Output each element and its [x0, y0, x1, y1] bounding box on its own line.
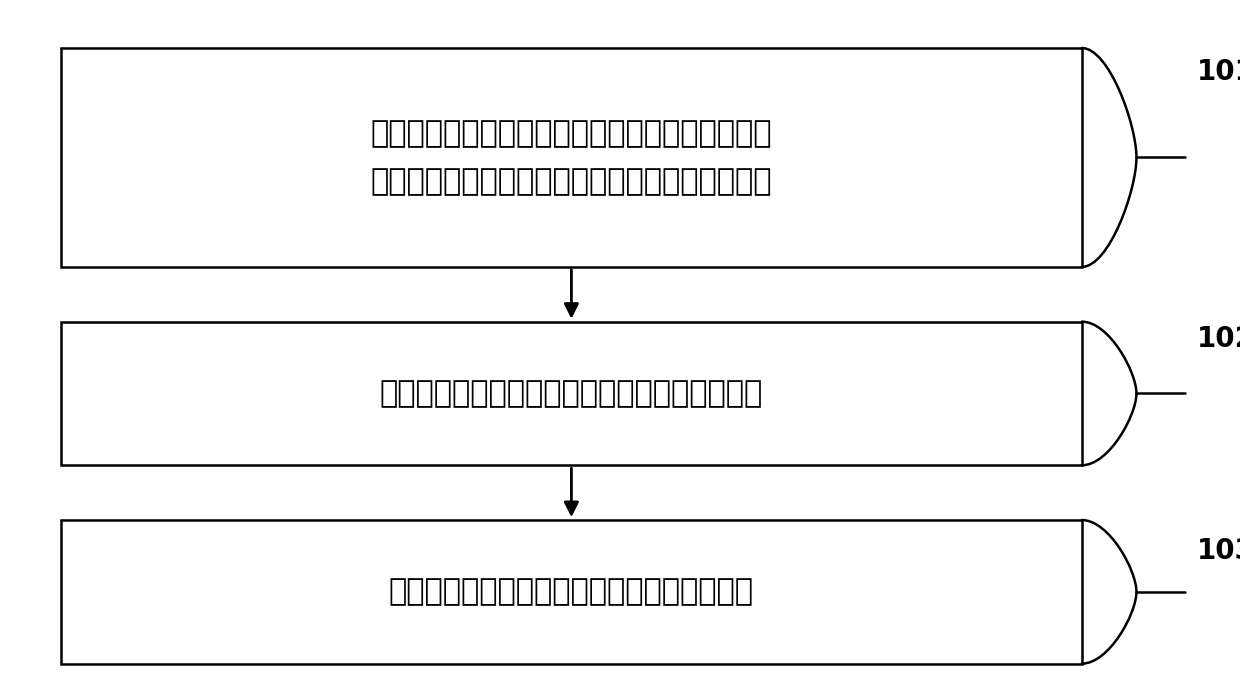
- Text: 102: 102: [1197, 325, 1240, 352]
- Bar: [61, 48, 1081, 267]
- Text: 在多模终端上报的所述多模终端所支持的多种工作
模式中，确定与所述多模终端匹配的目标工作模式: 在多模终端上报的所述多模终端所支持的多种工作 模式中，确定与所述多模终端匹配的目…: [371, 119, 773, 195]
- Text: 确定所述目标工作模式对应的目标网络配置信息: 确定所述目标工作模式对应的目标网络配置信息: [379, 379, 763, 408]
- Bar: [61, 322, 1081, 466]
- Text: 103: 103: [1197, 537, 1240, 565]
- Bar: [61, 520, 1081, 664]
- Text: 将所述目标网络配置信息发送给所述多模终端: 将所述目标网络配置信息发送给所述多模终端: [389, 577, 754, 607]
- Text: 101: 101: [1197, 58, 1240, 86]
